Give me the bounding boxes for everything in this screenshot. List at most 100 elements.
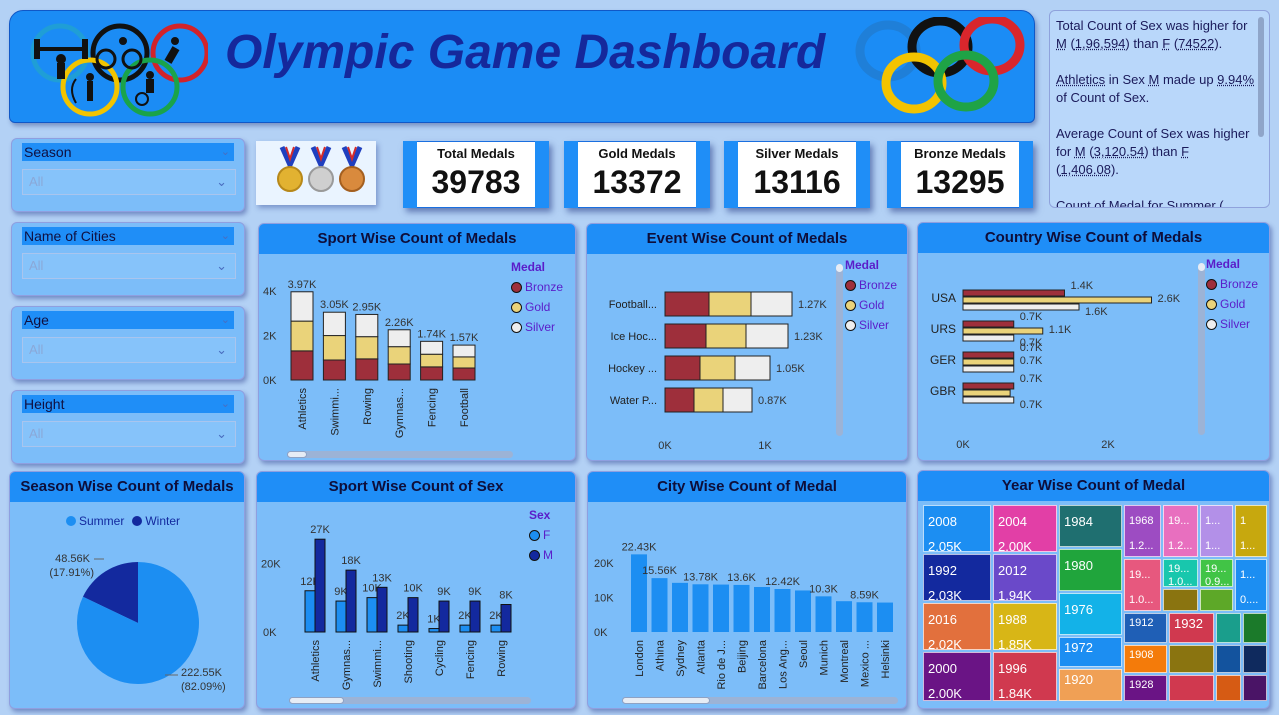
scrollbar-thumb[interactable] bbox=[836, 264, 843, 272]
chevron-down-icon[interactable]: ⌄ bbox=[216, 174, 227, 189]
data-label: 2K bbox=[489, 610, 503, 622]
legend-item-silver[interactable]: Silver bbox=[1206, 317, 1258, 331]
data-label: 27K bbox=[310, 524, 330, 536]
y-tick-label: Ice Hoc... bbox=[611, 331, 657, 343]
treemap-tile[interactable]: 1... 0.... bbox=[1235, 559, 1267, 611]
narrative-scrollbar[interactable] bbox=[1258, 17, 1264, 137]
treemap-tile[interactable]: 1932 bbox=[1169, 613, 1214, 643]
treemap-tile[interactable]: 19... 1.0... bbox=[1124, 559, 1161, 611]
legend-label: M bbox=[543, 548, 553, 562]
legend-item-bronze[interactable]: Bronze bbox=[845, 278, 897, 292]
legend-item-m[interactable]: M bbox=[529, 548, 553, 562]
treemap-tile[interactable]: 2008 2.05K bbox=[923, 505, 991, 552]
narrative-athletics: Athletics in Sex M made up 9.94% of Coun… bbox=[1056, 71, 1255, 107]
scrollbar-thumb[interactable] bbox=[289, 697, 344, 704]
horizontal-scrollbar[interactable] bbox=[622, 697, 898, 704]
tile-year: 19... bbox=[1168, 515, 1190, 527]
sex-legend: Sex F M bbox=[529, 508, 553, 562]
treemap-tile[interactable]: 19... 1.0... bbox=[1163, 559, 1198, 587]
treemap-tile[interactable] bbox=[1216, 613, 1241, 643]
chevron-down-icon[interactable]: ⌄ bbox=[220, 398, 230, 410]
treemap-tile[interactable]: 1984 bbox=[1059, 505, 1122, 547]
treemap-tile[interactable]: 1 1... bbox=[1235, 505, 1267, 557]
tile-year: 19... bbox=[1205, 563, 1227, 575]
legend-item-f[interactable]: F bbox=[529, 528, 553, 542]
treemap-tile[interactable]: 1908 bbox=[1124, 645, 1167, 673]
treemap-tile[interactable]: 1976 bbox=[1059, 593, 1122, 635]
treemap-tile[interactable]: 2000 2.00K bbox=[923, 652, 991, 701]
treemap-tile[interactable] bbox=[1216, 645, 1241, 673]
legend-label: F bbox=[543, 528, 551, 542]
sport-medals-chart: 0K 2K 4K 3.97K Athletics 3.05K Swimmi... 2.95K R… bbox=[263, 279, 479, 438]
treemap-tile[interactable]: 19... 0.9... bbox=[1200, 559, 1233, 587]
treemap-tile[interactable]: 2016 2.02K bbox=[923, 603, 991, 650]
chevron-down-icon[interactable]: ⌄ bbox=[216, 258, 227, 273]
dashboard-header: Olympic Game Dashboard bbox=[9, 10, 1035, 123]
scrollbar-thumb[interactable] bbox=[622, 697, 710, 704]
treemap-tile[interactable] bbox=[1169, 675, 1214, 701]
chevron-down-icon[interactable]: ⌄ bbox=[220, 230, 230, 242]
scrollbar-thumb[interactable] bbox=[1198, 263, 1205, 271]
treemap-tile[interactable]: 2012 1.94K bbox=[993, 554, 1057, 601]
treemap-tile[interactable] bbox=[1243, 675, 1267, 701]
card-label: Bronze Medals bbox=[914, 146, 1006, 161]
slicer-season: Season ⌄ All ⌄ bbox=[11, 138, 245, 212]
treemap-tile[interactable] bbox=[1216, 675, 1241, 701]
treemap-tile[interactable] bbox=[1200, 589, 1233, 611]
y-tick-label: USA bbox=[931, 291, 956, 305]
season-dropdown[interactable]: All ⌄ bbox=[22, 169, 236, 195]
treemap-tile[interactable] bbox=[1243, 613, 1267, 643]
tile-value: 2.02K bbox=[928, 637, 962, 650]
chevron-down-icon[interactable]: ⌄ bbox=[220, 146, 230, 158]
silver-dot-icon bbox=[845, 319, 856, 331]
treemap-tile[interactable]: 1996 1.84K bbox=[993, 652, 1057, 701]
legend-item-silver[interactable]: Silver bbox=[845, 318, 897, 332]
chevron-down-icon[interactable]: ⌄ bbox=[220, 314, 230, 326]
narrative-sex-total: Total Count of Sex was higher for M (1,9… bbox=[1056, 17, 1255, 53]
data-label: 0.7K bbox=[1020, 355, 1043, 367]
chart-title: Year Wise Count of Medal bbox=[918, 471, 1269, 501]
treemap-tile[interactable] bbox=[1169, 645, 1214, 673]
bar-segment-silver bbox=[387, 329, 411, 348]
treemap-tile[interactable]: 1968 1.2... bbox=[1124, 505, 1161, 557]
treemap-tile[interactable]: 1928 bbox=[1124, 675, 1167, 701]
legend-item-silver[interactable]: Silver bbox=[511, 320, 563, 334]
legend-item-gold[interactable]: Gold bbox=[511, 300, 563, 314]
horizontal-scrollbar[interactable] bbox=[289, 697, 531, 704]
treemap-tile[interactable]: 19... 1.2... bbox=[1163, 505, 1198, 557]
treemap-tile[interactable]: 1920 bbox=[1059, 669, 1122, 701]
scrollbar-thumb[interactable] bbox=[287, 451, 307, 458]
slicer-header[interactable]: Height ⌄ bbox=[22, 395, 234, 413]
chevron-down-icon[interactable]: ⌄ bbox=[216, 426, 227, 441]
x-tick-label: Swimmi... bbox=[372, 640, 384, 688]
data-label: 1.6K bbox=[1085, 306, 1108, 318]
bar bbox=[733, 584, 750, 632]
data-label: (17.91%) bbox=[49, 567, 94, 579]
treemap-tile[interactable]: 1980 bbox=[1059, 549, 1122, 591]
slicer-header[interactable]: Name of Cities ⌄ bbox=[22, 227, 234, 245]
treemap-tile[interactable] bbox=[1163, 589, 1198, 611]
x-tick-label: Helsinki bbox=[880, 640, 892, 679]
height-dropdown[interactable]: All ⌄ bbox=[22, 421, 236, 447]
treemap-tile[interactable]: 1972 bbox=[1059, 637, 1122, 667]
treemap-tile[interactable]: 1992 2.03K bbox=[923, 554, 991, 601]
treemap-tile[interactable]: 1988 1.85K bbox=[993, 603, 1057, 650]
treemap-tile[interactable]: 2004 2.00K bbox=[993, 505, 1057, 552]
slicer-header[interactable]: Season ⌄ bbox=[22, 143, 234, 161]
age-dropdown[interactable]: All ⌄ bbox=[22, 337, 236, 363]
treemap-tile[interactable]: 1... 1... bbox=[1200, 505, 1233, 557]
legend-item-gold[interactable]: Gold bbox=[1206, 297, 1258, 311]
vertical-scrollbar[interactable] bbox=[836, 264, 843, 436]
legend-item-summer[interactable]: Summer bbox=[66, 514, 124, 528]
horizontal-scrollbar[interactable] bbox=[287, 451, 513, 458]
legend-item-gold[interactable]: Gold bbox=[845, 298, 897, 312]
treemap-tile[interactable]: 1912 bbox=[1124, 613, 1167, 643]
cities-dropdown[interactable]: All ⌄ bbox=[22, 253, 236, 279]
chevron-down-icon[interactable]: ⌄ bbox=[216, 342, 227, 357]
treemap-tile[interactable] bbox=[1243, 645, 1267, 673]
legend-item-bronze[interactable]: Bronze bbox=[1206, 277, 1258, 291]
slicer-header[interactable]: Age ⌄ bbox=[22, 311, 234, 329]
legend-item-bronze[interactable]: Bronze bbox=[511, 280, 563, 294]
vertical-scrollbar[interactable] bbox=[1198, 263, 1205, 435]
legend-item-winter[interactable]: Winter bbox=[132, 514, 180, 528]
